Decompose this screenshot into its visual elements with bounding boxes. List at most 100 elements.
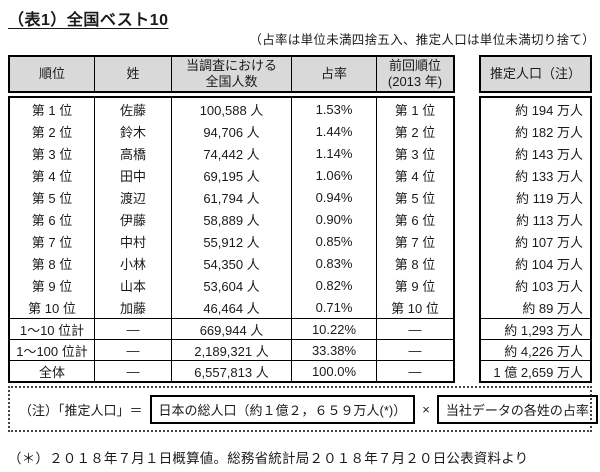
previous-rank-cell: 第 4 位 [394,168,436,184]
share-cell: 1.53% [292,98,377,120]
previous-rank-cell: 第 5 位 [394,190,436,206]
share-cell: 1.06% [292,164,377,186]
rank-cell: 第 9 位 [10,274,95,296]
share-cell: 0.94% [292,186,377,208]
est-row: 約 119 万人 [481,186,590,208]
main-table-body: 第 1 位 佐藤 100,588 人 1.53% 第 1 位 第 2 位 鈴木 … [8,96,455,383]
previous-rank-cell: 第 7 位 [394,234,436,250]
share-cell: 0.90% [292,208,377,230]
previous-rank-cell: 第 3 位 [394,146,436,162]
count-cell: 55,912 人 [172,230,292,252]
surname-cell: 鈴木 [95,120,172,142]
table-row: 第 9 位 山本 53,604 人 0.82% 第 9 位 [10,274,453,296]
summary-rows: 1～10 位計 ― 669,944 人 10.22% ― 1～100 位計 ― … [10,318,453,381]
formula-total-population: 日本の総人口（約１億２，６５９万人(*)） [149,394,416,424]
header-share: 占率 [292,57,377,91]
count-cell: 58,889 人 [172,208,292,230]
source-footnote: （＊）２０１８年７月１日概算値。総務省統計局２０１８年７月２０日公表資料より [8,451,529,466]
estimated-population-cell: 約 119 万人 [516,190,583,206]
main-table-header: 順位 姓 当調査における 全国人数 占率 前回順位 (2013 年) [8,55,455,93]
table-row: 第 10 位 加藤 46,464 人 0.71% 第 10 位 [10,296,453,318]
rank-cell: 第 2 位 [10,120,95,142]
multiply-sign: × [422,401,430,417]
est-summary-rows: 約 1,293 万人 約 4,226 万人 1 億 2,659 万人 [481,318,590,381]
table-row: 第 4 位 田中 69,195 人 1.06% 第 4 位 [10,164,453,186]
surname-cell: 伊藤 [95,208,172,230]
count-cell: 46,464 人 [172,296,292,318]
count-cell: 53,604 人 [172,274,292,296]
est-row: 約 103 万人 [481,274,590,296]
count-cell: 6,557,813 人 [172,361,292,381]
est-summary-row: 1 億 2,659 万人 [481,360,590,381]
previous-rank-cell: ― [408,363,422,379]
count-cell: 94,706 人 [172,120,292,142]
surname-cell: 加藤 [95,296,172,318]
rank-cell: 第 6 位 [10,208,95,230]
previous-rank-cell: ― [408,342,422,358]
surname-cell: ― [95,319,172,339]
page-title: （表1）全国ベスト10 [8,12,169,29]
count-cell: 54,350 人 [172,252,292,274]
previous-rank-cell: ― [408,321,422,337]
share-cell: 0.82% [292,274,377,296]
count-cell: 669,944 人 [172,319,292,339]
table-row: 第 6 位 伊藤 58,889 人 0.90% 第 6 位 [10,208,453,230]
est-rows: 約 194 万人 約 182 万人 約 143 万人 約 133 万人 約 11… [481,98,590,318]
estimation-formula-box: （注）「推定人口」＝ 日本の総人口（約１億２，６５９万人(*)） × 当社データ… [8,386,598,432]
surname-cell: 渡辺 [95,186,172,208]
surname-cell: ― [95,361,172,381]
share-cell: 100.0% [292,361,377,381]
est-row: 約 107 万人 [481,230,590,252]
surname-cell: 山本 [95,274,172,296]
est-row: 約 182 万人 [481,120,590,142]
rank-cell: 第 4 位 [10,164,95,186]
estimated-population-cell: 約 103 万人 [515,278,583,294]
header-previous-rank: 前回順位 (2013 年) [387,58,443,89]
share-cell: 1.44% [292,120,377,142]
estimated-population-cell: 約 107 万人 [515,234,583,250]
summary-label-cell: 全体 [10,361,95,381]
share-cell: 1.14% [292,142,377,164]
count-cell: 74,442 人 [172,142,292,164]
estimated-population-cell: 約 143 万人 [515,146,583,162]
rounding-note: （占率は単位未満四捨五入、推定人口は単位未満切り捨て） [249,33,595,47]
table-row: 第 7 位 中村 55,912 人 0.85% 第 7 位 [10,230,453,252]
summary-label-cell: 1～10 位計 [10,319,95,339]
estimated-population-cell: 約 133 万人 [515,168,583,184]
rank-cell: 第 7 位 [10,230,95,252]
formula-share-factor: 当社データの各姓の占率 [436,394,598,424]
share-cell: 0.71% [292,296,377,318]
rank-cell: 第 8 位 [10,252,95,274]
rank-cell: 第 1 位 [10,98,95,120]
estimated-population-cell: 約 1,293 万人 [504,322,583,338]
count-cell: 2,189,321 人 [172,340,292,360]
est-row: 約 194 万人 [481,98,590,120]
header-rank: 順位 [10,57,95,91]
table-row: 第 1 位 佐藤 100,588 人 1.53% 第 1 位 [10,98,453,120]
surname-cell: 田中 [95,164,172,186]
summary-row: 1～10 位計 ― 669,944 人 10.22% ― [10,318,453,339]
estimated-population-body: 約 194 万人 約 182 万人 約 143 万人 約 133 万人 約 11… [479,96,592,383]
rank-cell: 第 10 位 [10,296,95,318]
est-summary-row: 約 1,293 万人 [481,318,590,339]
header-national-count: 当調査における 全国人数 [172,57,292,91]
count-cell: 69,195 人 [172,164,292,186]
estimated-population-cell: 約 182 万人 [515,124,583,140]
estimated-population-header: 推定人口（注） [479,55,592,93]
share-cell: 33.38% [292,340,377,360]
header-surname: 姓 [95,57,172,91]
count-cell: 61,794 人 [172,186,292,208]
count-cell: 100,588 人 [172,98,292,120]
rank-rows: 第 1 位 佐藤 100,588 人 1.53% 第 1 位 第 2 位 鈴木 … [10,98,453,318]
table-row: 第 3 位 高橋 74,442 人 1.14% 第 3 位 [10,142,453,164]
estimated-population-cell: 約 89 万人 [522,300,583,316]
est-summary-row: 約 4,226 万人 [481,339,590,360]
est-row: 約 113 万人 [481,208,590,230]
previous-rank-cell: 第 8 位 [394,256,436,272]
formula-prefix: （注）「推定人口」＝ [19,402,143,418]
header-estimated-population: 推定人口（注） [489,66,581,81]
est-row: 約 143 万人 [481,142,590,164]
estimated-population-cell: 約 104 万人 [515,256,583,272]
estimated-population-cell: 約 194 万人 [515,102,583,118]
surname-cell: ― [95,340,172,360]
